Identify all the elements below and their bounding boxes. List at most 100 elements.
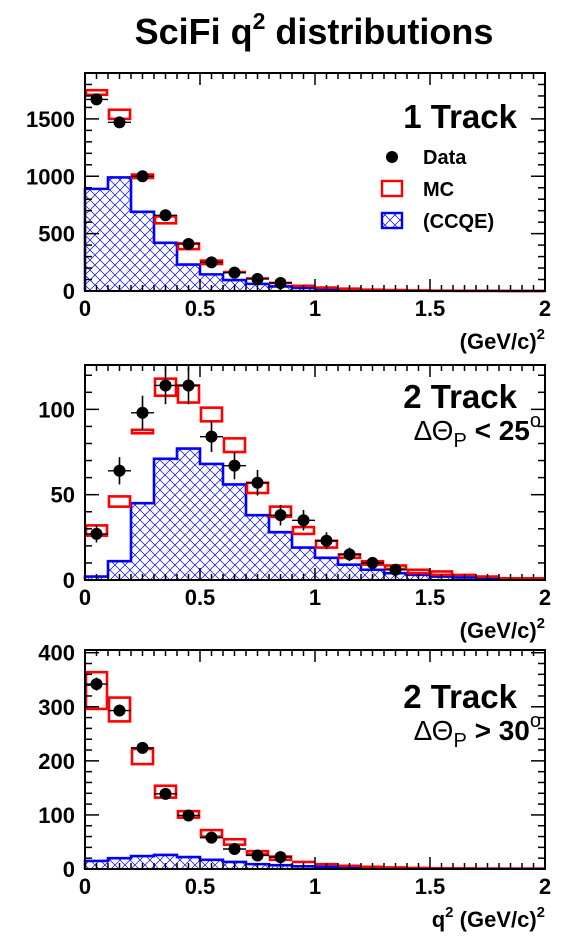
data-point (251, 476, 264, 489)
data-point (136, 170, 149, 183)
data-point (205, 831, 218, 844)
data-point (90, 93, 103, 106)
cut-degree: o (530, 710, 541, 732)
x-axis-label-text: (GeV/c) (460, 618, 537, 643)
data-point (389, 563, 402, 576)
mc-bin (107, 696, 132, 723)
data-point (136, 741, 149, 754)
x-axis-label: (GeV/c)2 (460, 326, 545, 354)
mc-bin (199, 406, 224, 423)
y-tick-label: 0 (63, 857, 75, 882)
cut-symbol: ΔΘ (414, 415, 454, 446)
mc-bin (222, 437, 247, 454)
x-ticks: 0 0.5 1 1.5 2 (79, 73, 551, 321)
figure-title: SciFi q2 distributions (135, 8, 494, 52)
data-point (113, 464, 126, 477)
x-tick-label: 0 (79, 874, 91, 899)
y-tick-label: 0 (63, 568, 75, 593)
legend-mc-marker (380, 179, 404, 198)
data-point (228, 842, 241, 855)
panel-label: 2 Track (403, 378, 517, 415)
x-tick-label: 1.5 (415, 874, 446, 899)
data-point (251, 849, 264, 862)
panel-cut-label: ΔΘP < 25o (414, 410, 541, 452)
data-point (343, 548, 356, 561)
data-point (251, 272, 264, 285)
y-ticks: 0 100 200 300 400 (38, 641, 545, 882)
data-point (159, 379, 172, 392)
y-tick-label: 1000 (26, 164, 75, 189)
x-axis-label: (GeV/c)2 (460, 615, 545, 643)
legend-label: MC (423, 179, 454, 201)
legend: Data MC (CCQE) (380, 147, 494, 233)
data-point (205, 430, 218, 443)
x-tick-label: 0 (79, 585, 91, 610)
legend-data-marker (386, 151, 398, 163)
cut-subscript: P (453, 730, 466, 752)
x-axis-label-sup2: 2 (537, 904, 545, 921)
x-axis-label-text: (GeV/c) (460, 329, 537, 354)
data-point (113, 116, 126, 129)
data-point (274, 276, 287, 289)
data-point (274, 851, 287, 864)
x-tick-label: 0.5 (185, 585, 216, 610)
cut-value: < 25 (467, 415, 530, 446)
data-point (182, 809, 195, 822)
x-ticks: 0 0.5 1 1.5 2 (79, 365, 551, 610)
x-tick-label: 1 (309, 874, 321, 899)
x-tick-label: 1 (309, 585, 321, 610)
data-point (159, 209, 172, 222)
data-point (228, 459, 241, 472)
ccqe-fill (85, 448, 545, 580)
x-axis-label-sup: 2 (537, 615, 545, 632)
data-point (159, 787, 172, 800)
y-tick-label: 300 (38, 695, 75, 720)
data-point (113, 704, 126, 717)
mc-bin (130, 428, 155, 435)
x-axis-label-sup: 2 (537, 326, 545, 343)
x-axis-label: q2 (GeV/c)2 (432, 904, 545, 932)
data-point (90, 527, 103, 540)
x-tick-label: 2 (539, 874, 551, 899)
x-tick-label: 1.5 (415, 585, 446, 610)
y-tick-label: 0 (63, 279, 75, 304)
cut-subscript: P (453, 430, 466, 452)
legend-label: Data (423, 147, 467, 169)
x-axis-label-rest: (GeV/c) (454, 907, 537, 932)
mc-bin (107, 495, 132, 508)
data-point (182, 379, 195, 392)
panel-label: 1 Track (403, 98, 517, 135)
x-tick-label: 0 (79, 296, 91, 321)
data-point (274, 509, 287, 522)
x-tick-label: 2 (539, 296, 551, 321)
x-axis-label-sup: 2 (445, 904, 453, 921)
y-ticks: 0 500 1000 1500 (26, 72, 545, 304)
data-point (366, 556, 379, 569)
data-point (205, 256, 218, 269)
y-tick-label: 200 (38, 749, 75, 774)
x-tick-label: 1.5 (415, 296, 446, 321)
panel-1: 0 0.5 1 1.5 2 0 500 1000 1500 (GeV/c)2 1 Track Data… (26, 72, 551, 354)
data-point (90, 678, 103, 691)
mc-bin (406, 568, 431, 575)
data-point (320, 534, 333, 547)
cut-symbol: ΔΘ (414, 715, 454, 746)
y-tick-label: 500 (38, 222, 75, 247)
y-ticks: 0 50 100 (38, 374, 545, 593)
x-tick-label: 0.5 (185, 296, 216, 321)
data-point (228, 266, 241, 279)
legend-label: (CCQE) (423, 211, 494, 233)
legend-ccqe-marker (380, 211, 404, 230)
y-tick-label: 100 (38, 803, 75, 828)
data-point (136, 406, 149, 419)
x-ticks: 0 0.5 1 1.5 2 (79, 650, 551, 899)
x-tick-label: 0.5 (185, 874, 216, 899)
y-tick-label: 1500 (26, 107, 75, 132)
x-tick-label: 1 (309, 296, 321, 321)
y-tick-label: 100 (38, 397, 75, 422)
x-tick-label: 2 (539, 585, 551, 610)
y-tick-label: 400 (38, 641, 75, 666)
